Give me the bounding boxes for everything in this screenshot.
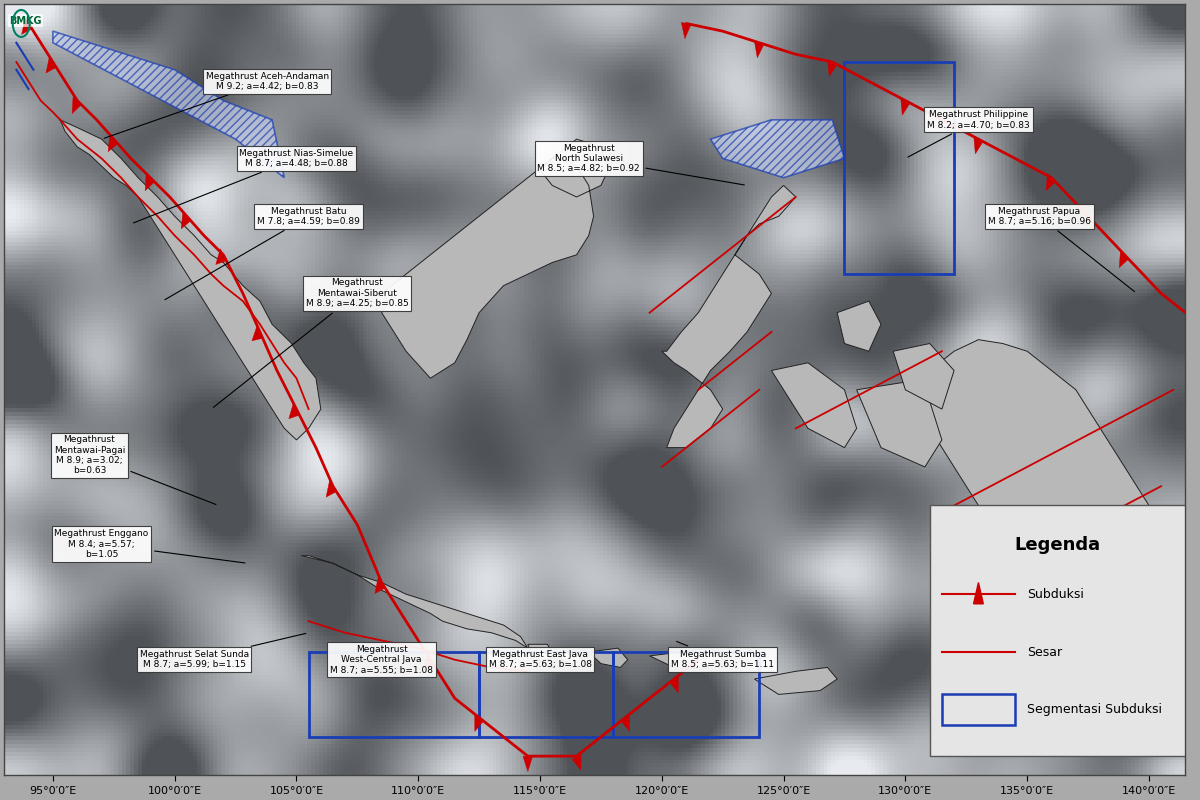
Polygon shape bbox=[755, 42, 764, 58]
Polygon shape bbox=[301, 556, 528, 648]
Polygon shape bbox=[289, 403, 300, 418]
Text: Megathrust Nias-Simelue
M 8.7; a=4.48; b=0.88: Megathrust Nias-Simelue M 8.7; a=4.48; b… bbox=[133, 149, 354, 223]
Bar bbox=[613, 652, 760, 737]
Polygon shape bbox=[424, 654, 434, 670]
Text: Sesar: Sesar bbox=[1027, 646, 1062, 658]
Polygon shape bbox=[382, 139, 608, 378]
Polygon shape bbox=[991, 660, 1186, 737]
Polygon shape bbox=[649, 648, 722, 667]
Polygon shape bbox=[72, 97, 82, 114]
Polygon shape bbox=[670, 675, 678, 693]
Polygon shape bbox=[893, 343, 954, 409]
Polygon shape bbox=[973, 582, 983, 604]
Polygon shape bbox=[974, 137, 983, 154]
Text: Megathrust
Mentawai-Siberut
M 8.9; a=4.25; b=0.85: Megathrust Mentawai-Siberut M 8.9; a=4.2… bbox=[214, 278, 409, 407]
Text: Megathrust Enggano
M 8.4; a=5.57;
b=1.05: Megathrust Enggano M 8.4; a=5.57; b=1.05 bbox=[54, 529, 245, 563]
Polygon shape bbox=[1046, 174, 1056, 190]
Polygon shape bbox=[145, 174, 155, 190]
Text: Megathrust Philippine
M 8.2; a=4.70; b=0.83: Megathrust Philippine M 8.2; a=4.70; b=0… bbox=[908, 110, 1030, 157]
Text: Megathrust Sumba
M 8.5; a=5.63; b=1.11: Megathrust Sumba M 8.5; a=5.63; b=1.11 bbox=[671, 642, 774, 670]
Text: Legenda: Legenda bbox=[1014, 536, 1100, 554]
Polygon shape bbox=[905, 340, 1186, 633]
Polygon shape bbox=[326, 481, 336, 497]
Text: Subduksi: Subduksi bbox=[1027, 588, 1084, 601]
Polygon shape bbox=[838, 301, 881, 351]
Text: Megathrust
North Sulawesi
M 8.5; a=4.82; b=0.92: Megathrust North Sulawesi M 8.5; a=4.82;… bbox=[538, 143, 744, 185]
Bar bbox=[845, 62, 954, 274]
Text: Megathrust
West-Central Java
M 8.7; a=5.55; b=1.08: Megathrust West-Central Java M 8.7; a=5.… bbox=[330, 645, 433, 674]
Bar bbox=[930, 506, 1186, 756]
Polygon shape bbox=[108, 134, 118, 152]
Polygon shape bbox=[682, 22, 691, 38]
Polygon shape bbox=[528, 644, 554, 663]
Polygon shape bbox=[1120, 250, 1129, 268]
Text: Megathrust Papua
M 8.7; a=5.16; b=0.96: Megathrust Papua M 8.7; a=5.16; b=0.96 bbox=[988, 206, 1134, 292]
Polygon shape bbox=[901, 98, 910, 115]
Polygon shape bbox=[559, 652, 584, 667]
Polygon shape bbox=[46, 57, 56, 73]
Polygon shape bbox=[772, 362, 857, 448]
Bar bbox=[479, 652, 613, 737]
Polygon shape bbox=[589, 648, 628, 667]
Polygon shape bbox=[374, 577, 385, 594]
Polygon shape bbox=[857, 382, 942, 467]
Text: Megathrust Aceh-Andaman
M 9.2; a=4.42; b=0.83: Megathrust Aceh-Andaman M 9.2; a=4.42; b… bbox=[104, 71, 329, 138]
Polygon shape bbox=[216, 249, 227, 265]
Text: BMKG: BMKG bbox=[10, 16, 42, 26]
Polygon shape bbox=[53, 31, 284, 178]
Polygon shape bbox=[572, 753, 581, 770]
Text: Megathrust Batu
M 7.8; a=4.59; b=0.89: Megathrust Batu M 7.8; a=4.59; b=0.89 bbox=[164, 206, 360, 300]
Polygon shape bbox=[710, 120, 845, 178]
Polygon shape bbox=[523, 756, 533, 771]
Polygon shape bbox=[22, 18, 32, 34]
Text: Megathrust
Mentawai-Pagai
M 8.9; a=3.02;
b=0.63: Megathrust Mentawai-Pagai M 8.9; a=3.02;… bbox=[54, 435, 216, 505]
Text: Segmentasi Subduksi: Segmentasi Subduksi bbox=[1027, 703, 1162, 716]
Polygon shape bbox=[475, 714, 484, 731]
Polygon shape bbox=[181, 212, 191, 229]
Bar bbox=[942, 694, 1015, 726]
Polygon shape bbox=[662, 186, 796, 448]
Text: Megathrust Selat Sunda
M 8.7; a=5.99; b=1.15: Megathrust Selat Sunda M 8.7; a=5.99; b=… bbox=[139, 634, 306, 670]
Bar bbox=[308, 652, 479, 737]
Polygon shape bbox=[620, 714, 630, 731]
Polygon shape bbox=[755, 667, 838, 694]
Polygon shape bbox=[828, 59, 836, 77]
Polygon shape bbox=[252, 326, 263, 341]
Text: Megathrust East Java
M 8.7; a=5.63; b=1.08: Megathrust East Java M 8.7; a=5.63; b=1.… bbox=[488, 650, 592, 670]
Polygon shape bbox=[60, 120, 320, 440]
